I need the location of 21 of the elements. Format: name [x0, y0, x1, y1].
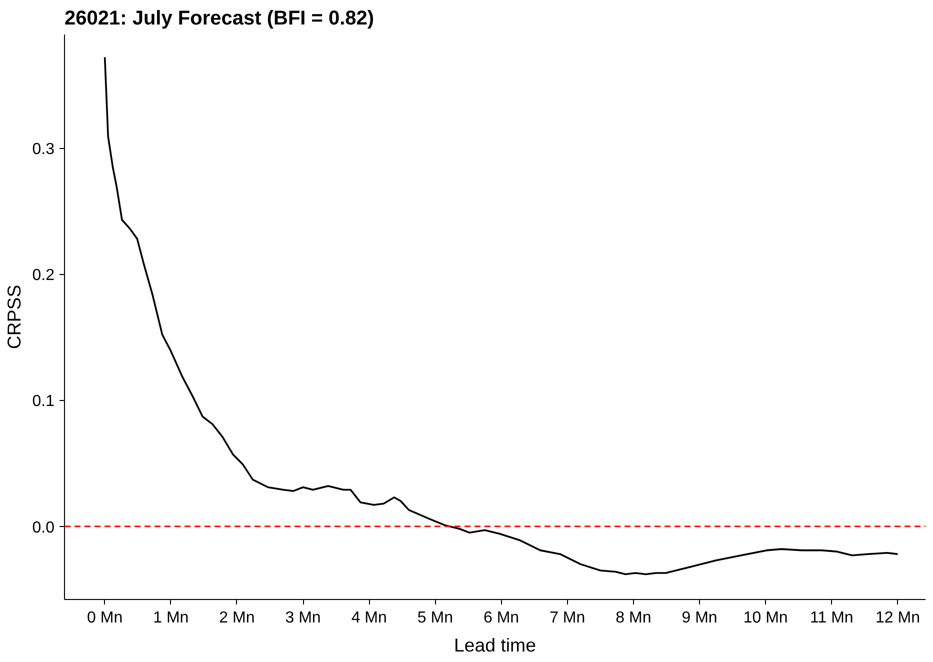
x-tick-label: 9 Mn	[682, 610, 718, 626]
x-tick-label: 12 Mn	[876, 610, 920, 626]
y-tick-label: 0.1	[32, 393, 55, 410]
y-tick-label: 0.2	[32, 267, 55, 284]
x-tick-label: 4 Mn	[351, 610, 387, 626]
x-tick-label: 2 Mn	[219, 610, 255, 626]
x-tick-label: 11 Mn	[810, 610, 854, 626]
x-tick-label: 5 Mn	[417, 610, 453, 626]
x-tick-label: 8 Mn	[616, 610, 652, 626]
x-tick-label: 10 Mn	[743, 610, 788, 626]
chart-title: 26021: July Forecast (BFI = 0.82)	[64, 8, 374, 30]
line-series	[104, 56, 899, 576]
x-tick-label: 3 Mn	[285, 610, 321, 626]
x-tick-label: 6 Mn	[483, 610, 520, 626]
x-tick-label: 7 Mn	[550, 610, 586, 626]
y-tick-label: 0.0	[32, 519, 55, 536]
x-tick-label: 0 Mn	[87, 610, 123, 626]
x-axis-title: Lead time	[454, 634, 536, 656]
y-tick-label: 0.3	[32, 141, 55, 158]
y-axis-title: CRPSS	[3, 284, 24, 350]
x-tick-label: 1 Mn	[153, 610, 189, 626]
